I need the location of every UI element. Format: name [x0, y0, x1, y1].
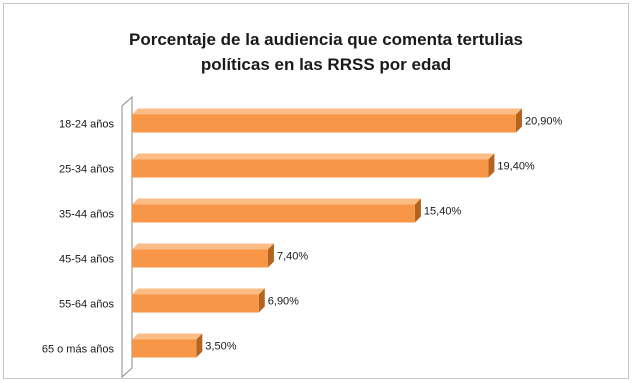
- data-label: 20,90%: [525, 116, 563, 128]
- data-label: 7,40%: [277, 251, 308, 263]
- bar-top: [132, 153, 495, 160]
- data-label: 15,40%: [424, 206, 462, 218]
- chart-title-line-2: políticas en las RRSS por edad: [201, 55, 451, 74]
- bar: [132, 159, 489, 178]
- bar: [132, 249, 268, 268]
- bar: [132, 339, 197, 358]
- chart-frame: [3, 3, 629, 379]
- bar-side: [488, 153, 495, 178]
- data-label: 6,90%: [268, 296, 299, 308]
- bar-top: [132, 108, 522, 115]
- axis-wall: [121, 95, 133, 379]
- category-label: 65 o más años: [42, 344, 115, 356]
- category-label: 45-54 años: [59, 254, 115, 266]
- category-label: 25-34 años: [59, 164, 115, 176]
- data-label: 19,40%: [497, 161, 535, 173]
- category-label: 55-64 años: [59, 299, 115, 311]
- category-labels-group: 18-24 años 25-34 años 35-44 años 45-54 años…: [42, 119, 115, 356]
- bar-top: [132, 243, 274, 250]
- bar-side: [258, 288, 265, 313]
- chart-title-line-1: Porcentaje de la audiencia que comenta t…: [129, 30, 523, 49]
- bar-top: [132, 333, 203, 340]
- bar-top: [132, 288, 265, 295]
- bar: [132, 294, 259, 313]
- bar: [132, 114, 516, 133]
- category-label: 18-24 años: [59, 119, 115, 131]
- bars-group: [132, 108, 522, 358]
- data-label: 3,50%: [205, 341, 236, 353]
- data-labels-group: 20,90% 19,40% 15,40% 7,40% 6,90% 3,50%: [205, 116, 562, 353]
- bar-side: [196, 333, 203, 358]
- category-label: 35-44 años: [59, 209, 115, 221]
- bar-top: [132, 198, 421, 205]
- bar-side: [414, 198, 421, 223]
- bar-side: [267, 243, 274, 268]
- bar: [132, 204, 415, 223]
- bar-side: [515, 108, 522, 133]
